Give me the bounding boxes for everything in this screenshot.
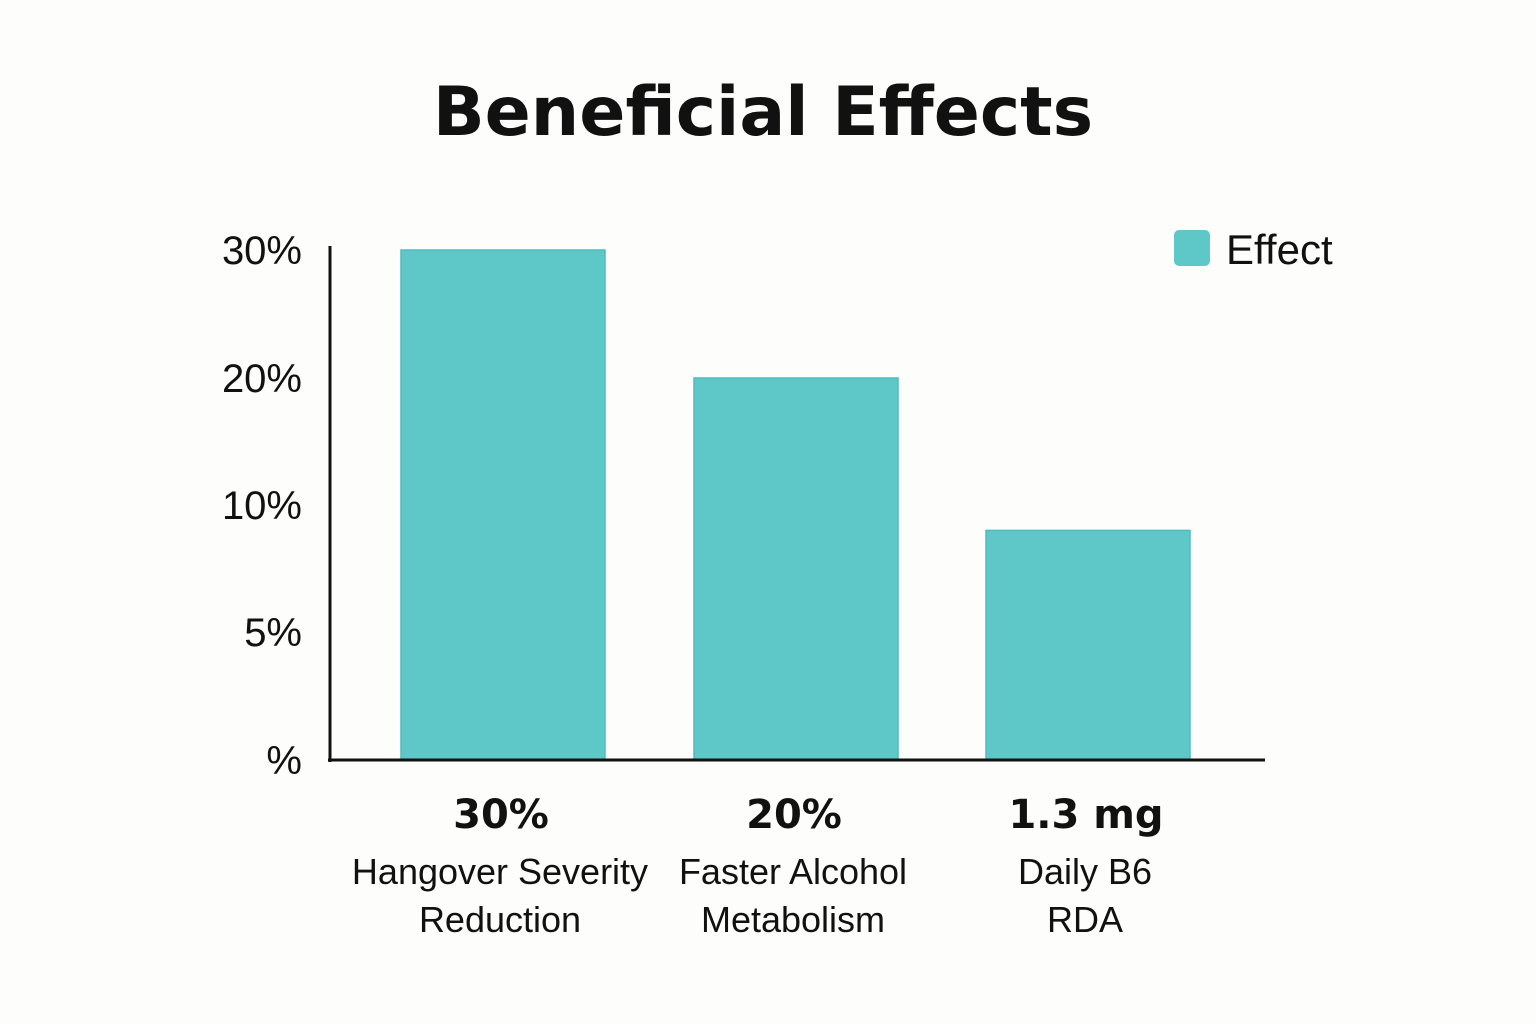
y-tick-label: 5% bbox=[244, 611, 302, 655]
x-tick-label: Faster Alcohol bbox=[679, 851, 907, 892]
bar bbox=[693, 377, 899, 761]
x-tick-label: Daily B6 bbox=[1018, 851, 1152, 892]
chart-title: Beneficial Effects bbox=[433, 73, 1093, 152]
x-tick-label: Reduction bbox=[419, 899, 581, 940]
legend-label-effect: Effect bbox=[1226, 226, 1333, 273]
legend: Effect bbox=[1174, 226, 1333, 273]
bar-value-label: 1.3 mg bbox=[1008, 792, 1163, 838]
legend-swatch bbox=[1174, 230, 1210, 266]
y-tick-label: 20% bbox=[222, 357, 302, 401]
bar bbox=[400, 249, 606, 761]
y-tick-label: 10% bbox=[222, 484, 302, 528]
bar-value-label: 30% bbox=[453, 792, 549, 838]
y-tick-label: % bbox=[266, 739, 302, 783]
y-tick-label: 30% bbox=[222, 229, 302, 273]
x-tick-label: Hangover Severity bbox=[352, 851, 648, 892]
bars bbox=[400, 249, 1191, 761]
y-axis-ticks: % 5% 10% 20% 30% bbox=[222, 229, 302, 783]
bar-value-label: 20% bbox=[746, 792, 842, 838]
x-tick-label: RDA bbox=[1047, 899, 1123, 940]
x-axis-labels: 30% Hangover Severity Reduction 20% Faster A… bbox=[352, 792, 1164, 940]
bar bbox=[985, 529, 1191, 761]
x-tick-label: Metabolism bbox=[701, 899, 885, 940]
